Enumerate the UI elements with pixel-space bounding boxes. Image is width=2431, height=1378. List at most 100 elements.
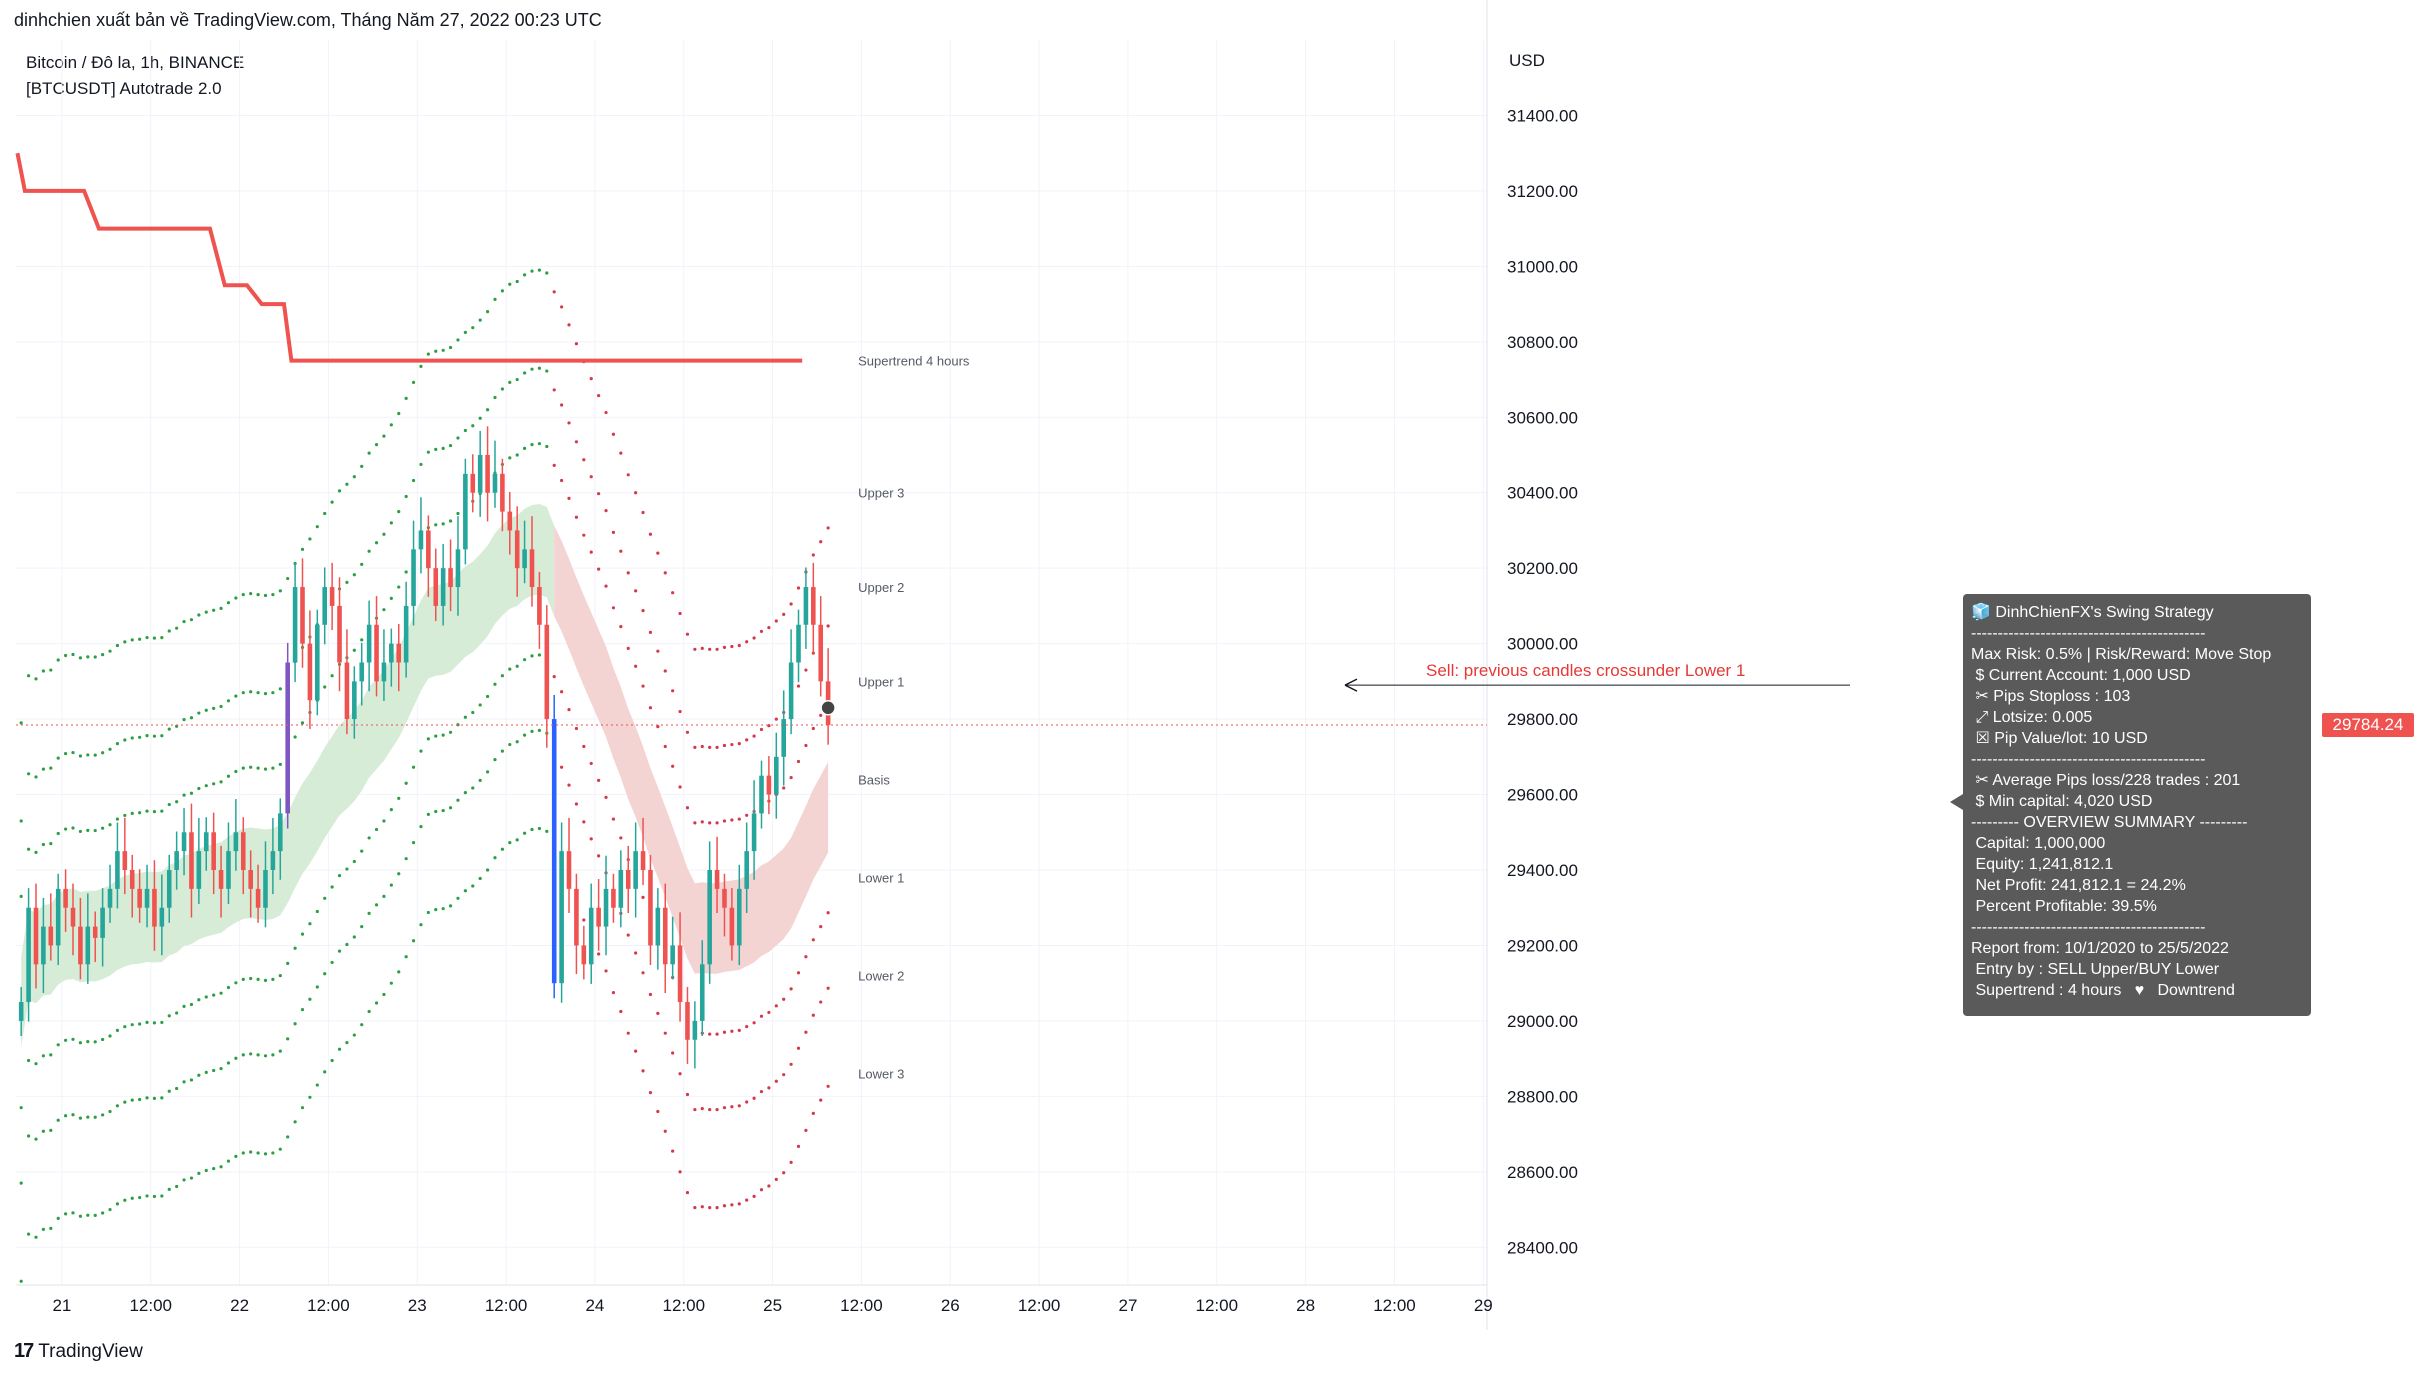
candle-body (500, 473, 505, 512)
upper-band-dot (759, 727, 764, 732)
upper-band-dot (478, 416, 482, 420)
lower-band-dot (567, 708, 571, 712)
lower-band-dot (263, 1054, 268, 1058)
lower-band-dot (352, 935, 356, 939)
lower-band-dot (212, 1167, 216, 1171)
lower-band-dot (360, 1023, 364, 1027)
lower-band-dot (597, 778, 601, 782)
band-label: Upper 2 (858, 580, 904, 595)
candle-body (736, 888, 742, 946)
lower-band-dot (693, 1107, 697, 1112)
upper-band-dot (737, 742, 741, 746)
upper-band-dot (434, 523, 438, 527)
upper-band-dot (560, 478, 564, 483)
upper-band-dot (567, 323, 571, 327)
upper-band-dot (715, 647, 719, 651)
lower-band-dot (634, 951, 638, 955)
lower-band-dot (700, 1107, 704, 1111)
supertrend-label: Supertrend 4 hours (858, 354, 970, 369)
upper-band-dot (426, 450, 430, 454)
lower-band-dot (656, 1011, 660, 1015)
upper-band-dot (219, 780, 223, 784)
lower-band-dot (86, 1040, 90, 1044)
lower-band-dot (730, 1203, 734, 1207)
lower-band-dot (419, 923, 423, 927)
time-tick-label: 23 (408, 1296, 427, 1315)
lower-band-dot (508, 841, 512, 845)
candle-body (196, 851, 202, 889)
upper-band-dot (597, 393, 601, 398)
upper-band-dot (493, 395, 497, 400)
lower-band-dot (537, 653, 542, 657)
lower-band-dot (582, 744, 586, 749)
lower-band-dot (515, 664, 519, 668)
candle-body (714, 870, 720, 889)
upper-band-dot (708, 821, 712, 825)
lower-band-dot (256, 1151, 260, 1155)
lower-band-dot (537, 728, 542, 733)
upper-band-dot (663, 744, 667, 749)
lower-band-dot (411, 841, 416, 845)
lower-band-dot (204, 1070, 208, 1075)
upper-band-dot (256, 592, 260, 597)
stats-title: DinhChienFX's Swing Strategy (1995, 604, 2214, 621)
upper-band-dot (212, 608, 216, 612)
upper-band-dot (300, 721, 305, 725)
upper-band-dot (522, 446, 527, 450)
lower-band-dot (656, 1109, 660, 1114)
upper-band-dot (234, 694, 238, 698)
lower-band-dot (145, 1096, 149, 1100)
candle-body (159, 907, 165, 927)
upper-band-dot (730, 742, 734, 747)
time-tick-label: 12:00 (129, 1296, 172, 1315)
upper-band-dot (41, 669, 45, 673)
upper-band-dot (263, 767, 268, 771)
lower-band-dot (226, 985, 231, 990)
lower-band-dot (249, 1052, 253, 1056)
lower-band-dot (589, 761, 593, 766)
upper-band-dot (656, 725, 660, 729)
upper-band-dot (167, 802, 171, 807)
indicator-title[interactable]: [BTCUSDT] Autotrade 2.0 (26, 79, 222, 98)
lower-band-dot (471, 710, 475, 715)
lower-band-dot (293, 946, 297, 950)
candle-body (322, 587, 328, 625)
lower-band-dot (175, 1086, 179, 1091)
upper-band-dot (767, 626, 771, 630)
upper-band-dot (663, 669, 667, 673)
upper-band-dot (471, 326, 475, 330)
candle-body (233, 832, 239, 852)
upper-band-dot (323, 685, 327, 689)
upper-band-dot (34, 775, 38, 779)
lower-band-dot (337, 874, 342, 878)
lower-band-dot (448, 806, 453, 810)
candle-body (144, 888, 150, 908)
lower-band-dot (597, 854, 601, 858)
upper-band-dot (589, 475, 593, 479)
upper-band-dot (204, 708, 208, 712)
lower-band-dot (197, 998, 201, 1002)
lower-band-dot (611, 817, 616, 821)
sell-signal-annotation: Sell: previous candles crossunder Lower … (1426, 661, 1746, 681)
lower-band-dot (589, 837, 593, 841)
upper-band-dot (234, 769, 238, 774)
stats-line: ✂ Pips Stoploss : 103 (1971, 688, 2131, 705)
lower-band-dot (352, 1033, 356, 1037)
upper-band-dot (278, 762, 282, 766)
candle-body (226, 851, 231, 889)
price-tick-label: 31400.00 (1507, 106, 1578, 125)
upper-band-dot (249, 690, 253, 694)
lower-band-dot (789, 1160, 793, 1164)
lower-band-dot (648, 992, 653, 997)
candle-body (559, 851, 564, 984)
upper-band-dot (722, 819, 727, 823)
lower-band-dot (234, 1154, 238, 1158)
lower-band-dot (308, 997, 312, 1001)
upper-band-dot (471, 424, 475, 428)
tradingview-logo[interactable]: 17 TradingView (14, 1340, 143, 1363)
lower-band-dot (530, 654, 534, 658)
lower-band-dot (19, 1181, 23, 1185)
upper-band-dot (182, 793, 186, 797)
lower-band-dot (752, 1096, 756, 1100)
